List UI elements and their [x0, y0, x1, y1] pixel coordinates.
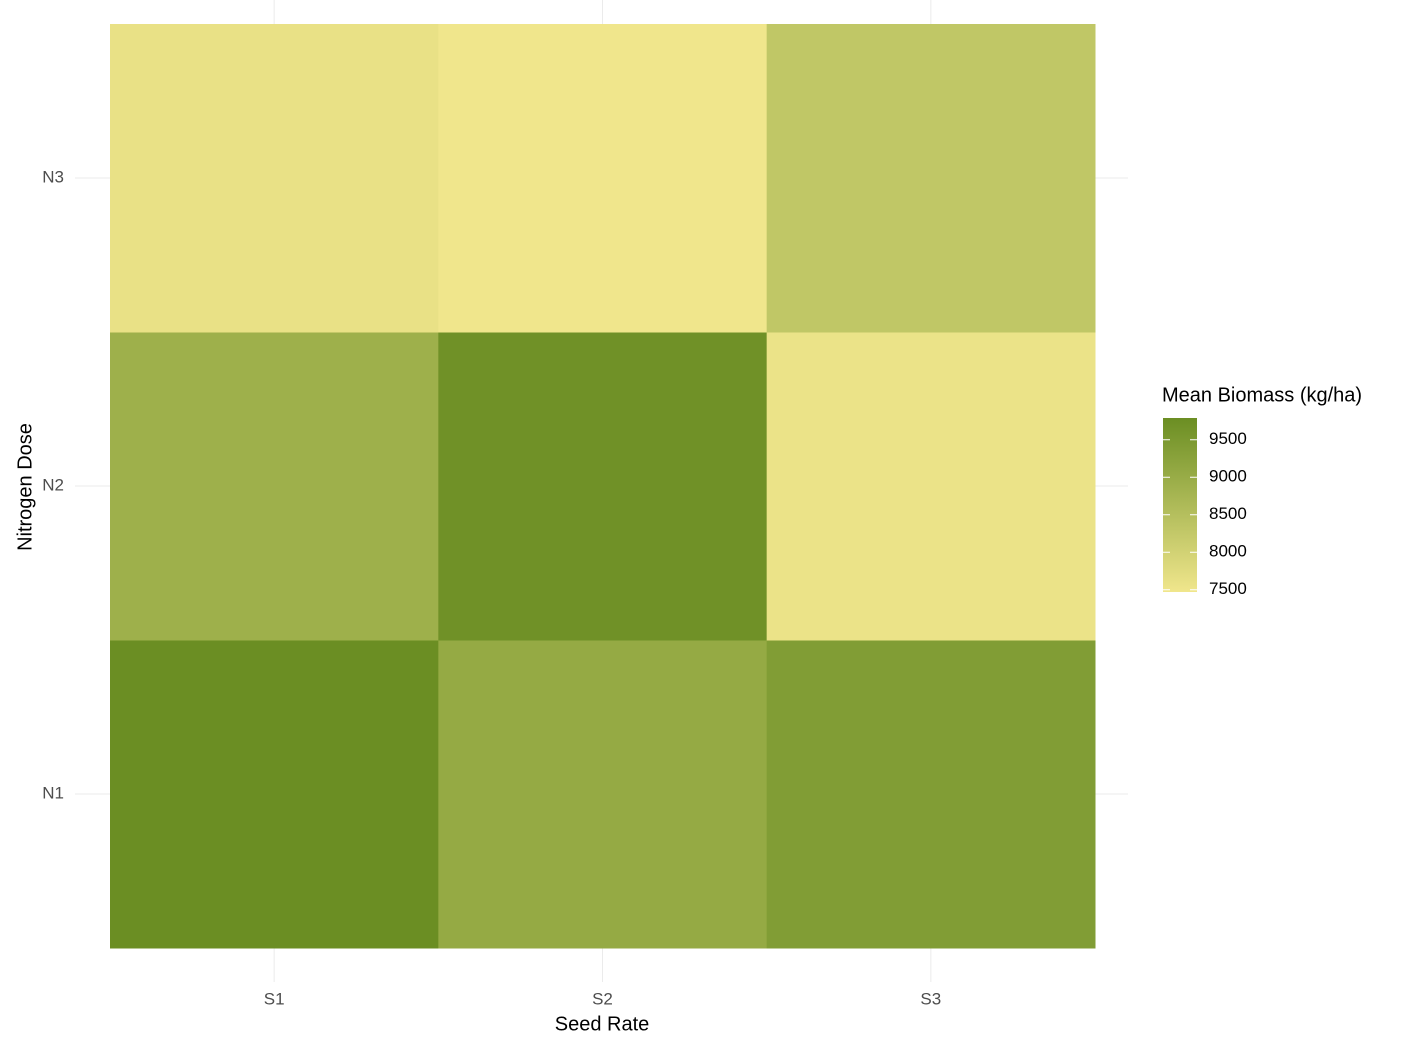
legend-title: Mean Biomass (kg/ha) [1162, 384, 1362, 406]
colorbar [1163, 418, 1197, 592]
heatmap-cell [766, 640, 1096, 949]
x-tick-label: S3 [920, 989, 941, 1008]
colorbar-tick-label: 8000 [1209, 542, 1247, 561]
heatmap-cell [766, 332, 1096, 641]
colorbar-tick-label: 8500 [1209, 504, 1247, 523]
y-tick-label: N1 [42, 783, 64, 802]
heatmap-cell [110, 640, 439, 949]
x-tick-label: S1 [264, 989, 285, 1008]
y-axis-title: Nitrogen Dose [14, 423, 36, 551]
heatmap-cell [438, 24, 768, 333]
x-axis-title: Seed Rate [555, 1013, 650, 1035]
colorbar-tick-label: 9000 [1209, 467, 1247, 486]
colorbar-tick-label: 9500 [1209, 429, 1247, 448]
heatmap-cell [438, 640, 768, 949]
heatmap-cell [110, 24, 439, 333]
heatmap-cell [110, 332, 439, 641]
y-tick-label: N3 [42, 167, 64, 186]
y-tick-label: N2 [42, 475, 64, 494]
x-tick-label: S2 [592, 989, 613, 1008]
colorbar-tick-label: 7500 [1209, 579, 1247, 598]
heatmap-cell [438, 332, 768, 641]
heatmap-cell [766, 24, 1096, 333]
